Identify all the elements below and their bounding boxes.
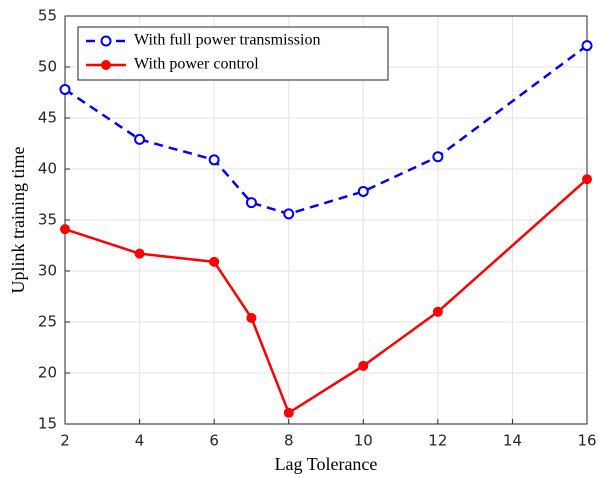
legend-label: With power control <box>134 56 259 73</box>
x-axis-label: Lag Tolerance <box>275 454 378 474</box>
y-tick-label: 45 <box>38 109 57 127</box>
marker <box>245 197 257 209</box>
marker <box>432 306 443 317</box>
y-axis-label: Uplink training time <box>8 147 28 294</box>
y-tick-label: 30 <box>38 262 57 280</box>
marker <box>283 407 294 418</box>
y-tick-label: 25 <box>38 313 57 331</box>
y-tick-label: 35 <box>38 211 57 229</box>
marker <box>134 248 145 259</box>
x-tick-label: 2 <box>60 432 70 450</box>
marker <box>357 185 369 197</box>
marker <box>432 151 444 163</box>
plot-frame <box>64 15 588 425</box>
y-tick-label: 20 <box>38 364 57 382</box>
marker <box>581 40 593 52</box>
series-line <box>64 178 588 415</box>
y-tick-label: 50 <box>38 58 57 76</box>
x-tick-label: 8 <box>284 432 294 450</box>
y-tick-label: 15 <box>38 415 57 433</box>
marker <box>358 360 369 371</box>
y-tick-label: 40 <box>38 160 57 178</box>
marker <box>208 154 220 166</box>
x-tick-label: 6 <box>209 432 219 450</box>
legend-marker <box>101 60 111 70</box>
marker <box>60 224 70 235</box>
x-tick-label: 16 <box>577 432 596 450</box>
legend-label: With full power transmission <box>134 32 320 49</box>
marker <box>582 174 592 185</box>
x-tick-label: 12 <box>428 432 447 450</box>
x-tick-label: 4 <box>135 432 145 450</box>
marker <box>59 83 71 95</box>
legend-marker <box>100 35 112 47</box>
marker <box>134 133 146 145</box>
x-tick-label: 14 <box>503 432 522 450</box>
x-tick-label: 10 <box>354 432 373 450</box>
marker <box>283 208 295 220</box>
series-line <box>64 44 588 216</box>
y-tick-label: 55 <box>38 7 57 25</box>
legend-box <box>77 26 389 81</box>
marker <box>246 312 257 323</box>
marker <box>209 256 220 267</box>
